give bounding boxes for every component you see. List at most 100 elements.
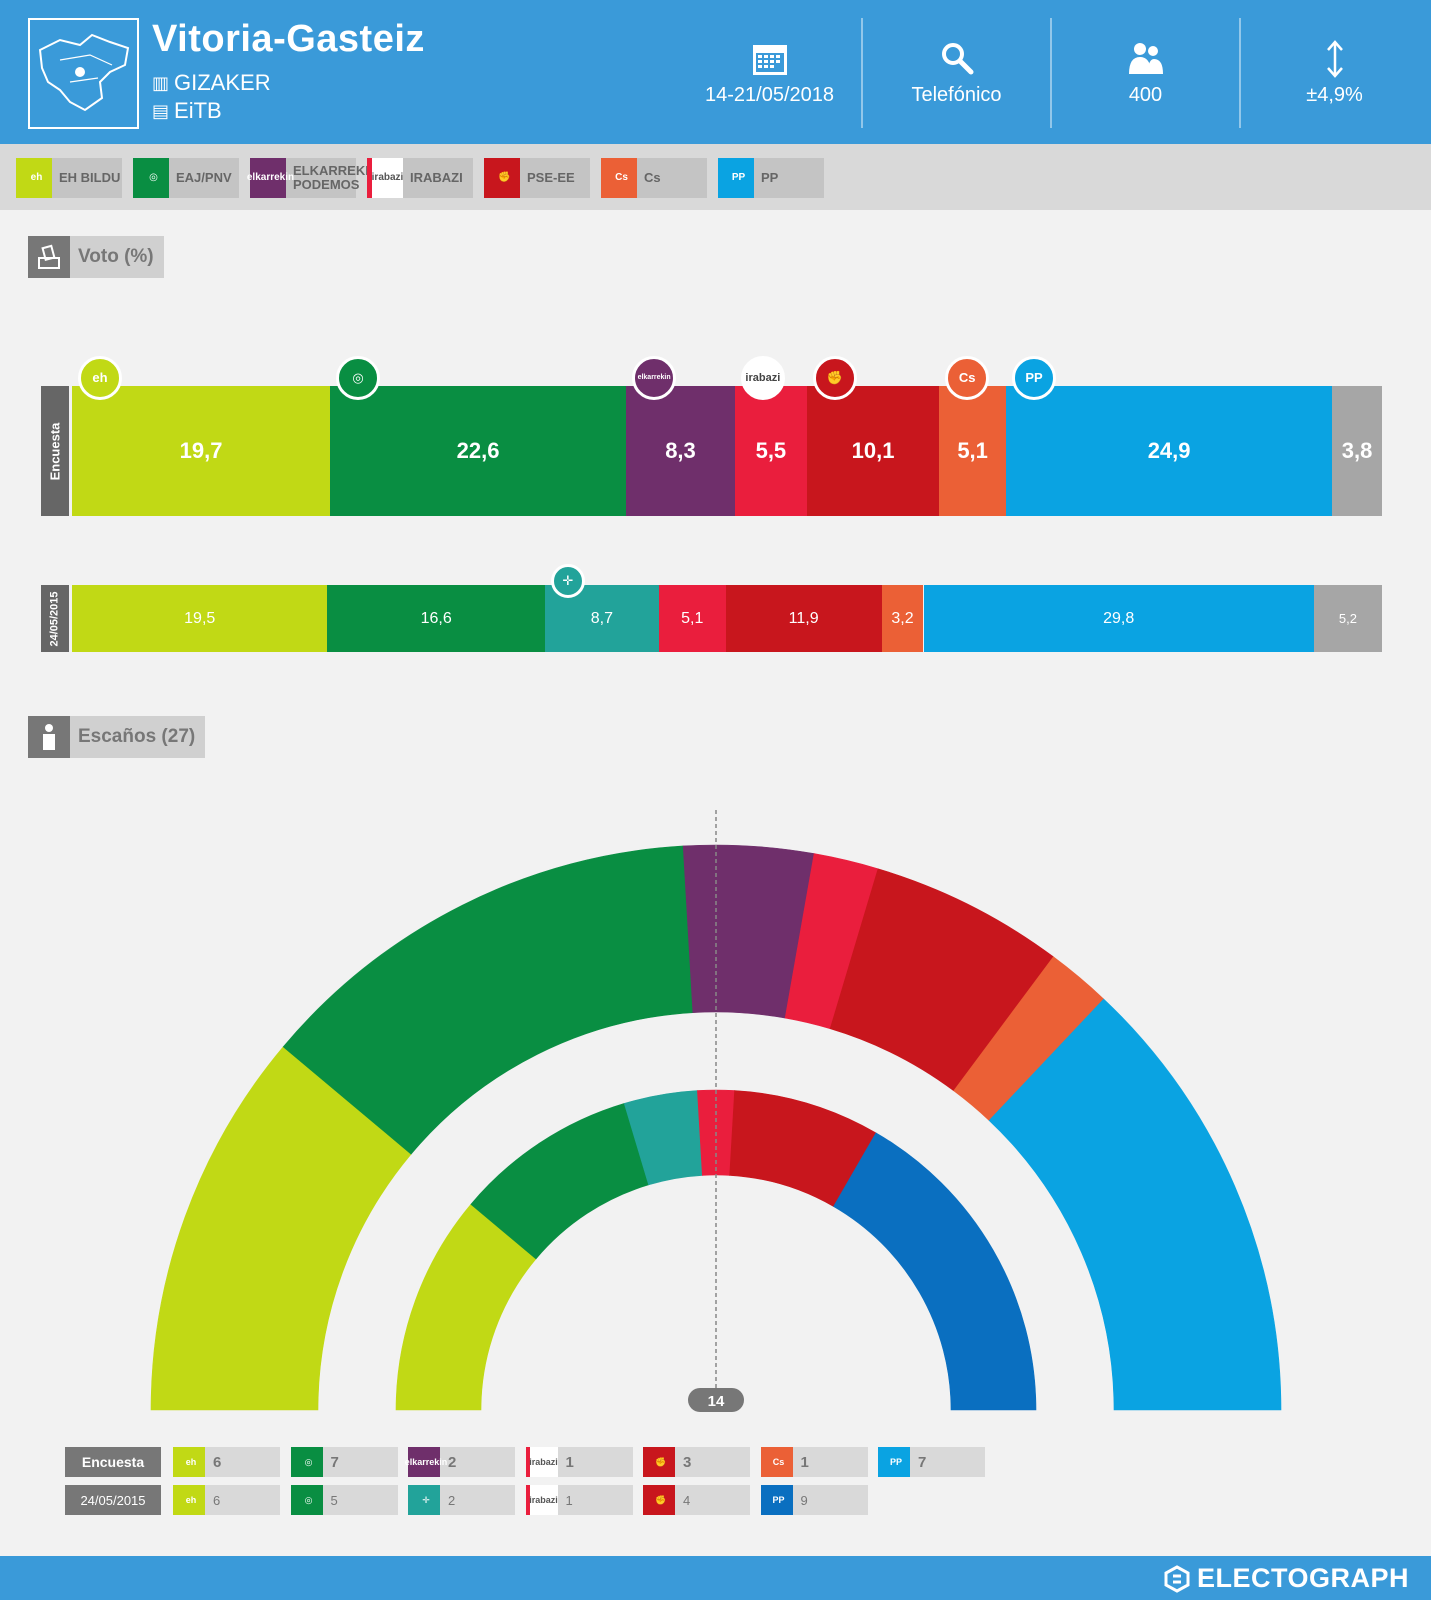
seat-cell-pp: PP 7 [878, 1447, 985, 1477]
legend-label: PSE-EE [527, 170, 575, 185]
eh-bildu-logo-icon: eh [173, 1485, 205, 1515]
row-label-previous: 24/05/2015 [41, 585, 69, 652]
brand: ELECTOGRAPH [1163, 1563, 1409, 1594]
seat-count: 7 [330, 1453, 339, 1471]
bar-segment-pp-survey: 24,9 [1006, 386, 1333, 516]
bar-segment-cs-survey: 5,1 [939, 386, 1007, 516]
bar-segment-pse-ee-survey: 10,1 [806, 386, 940, 516]
bar-segment-other-survey: 3,8 [1332, 386, 1382, 516]
vote-bar-previous: 19,5 16,6 8,7 5,1 11,9 3,2 29,8 5,2 [72, 585, 1382, 652]
divider [1239, 18, 1241, 128]
pse-ee-logo-icon: ✊ [643, 1447, 675, 1477]
legend-item-pnv: ◎ EAJ/PNV [133, 158, 239, 198]
elkarrekin-podemos-logo-icon: elkarrekin [405, 1447, 447, 1477]
seat-count: 2 [448, 1453, 457, 1471]
seat-cell-pse-ee: ✊ 4 [643, 1485, 750, 1515]
pp-logo-icon: PP [718, 158, 754, 198]
seat-cell-eh-bildu: eh 6 [173, 1447, 280, 1477]
hemicycle-eaj-pnv-survey [282, 845, 694, 1155]
ballot-box-icon [28, 236, 70, 278]
seat-count: 6 [213, 1453, 222, 1471]
psoe-logo-icon: ✊ [812, 356, 857, 400]
hemicycle-pp-survey [988, 998, 1282, 1411]
legend-item-irabazi: irabazi IRABAZI [367, 158, 473, 198]
people-icon [1053, 40, 1238, 76]
other-logo-icon: ✛ [408, 1485, 440, 1515]
bar-segment-eh-bildu-survey: 19,7 [72, 386, 331, 516]
newspaper-icon: ▤ [152, 100, 170, 121]
eaj-pnv-logo-icon: ◎ [290, 1447, 323, 1477]
podemos-logo-icon: elkarrekin [632, 356, 677, 400]
cs-logo-icon: Cs [601, 158, 637, 198]
stat-date-value: 14-21/05/2018 [704, 84, 834, 106]
legend-item-pp: PP PP [718, 158, 824, 198]
stat-error: ±4,9% [1242, 0, 1427, 144]
bar-segment-pp-2015: 29,8 [923, 585, 1314, 652]
irabazi-logo-icon: irabazi [367, 158, 403, 198]
eaj-pnv-logo-icon: ◎ [290, 1485, 323, 1515]
legend-label: IRABAZI [410, 170, 463, 185]
seat-count: 3 [683, 1453, 692, 1471]
map-icon [28, 18, 139, 129]
bar-segment-irabazi-2015: 5,1 [658, 585, 726, 652]
seat-table-previous: 24/05/2015 eh 6 ◎ 5 ✛ 2 irabazi 1 ✊ 4 PP 9 [65, 1485, 1065, 1515]
hemicycle-pp-2015 [833, 1132, 1037, 1411]
legend-item-bildu: eh EH BILDU [16, 158, 122, 198]
seat-cell-pse-ee: ✊ 3 [643, 1447, 750, 1477]
vote-section-header: Voto (%) [28, 236, 164, 278]
seat-count: 2 [448, 1492, 456, 1508]
seat-count: 7 [918, 1453, 927, 1471]
bar-segment-pse-ee-2015: 11,9 [725, 585, 882, 652]
teal-party-logo-icon: ✛ [550, 564, 585, 598]
building-icon: ▥ [152, 72, 170, 93]
pse-ee-logo-icon: ✊ [643, 1485, 675, 1515]
majority-label: 14 [708, 1393, 725, 1410]
pp-logo-icon: PP [1012, 356, 1057, 400]
bar-segment-eaj-pnv-survey: 22,6 [330, 386, 627, 516]
bar-segment-irabazi-survey: 5,5 [734, 386, 807, 516]
seat-cell-eh-bildu: eh 6 [173, 1485, 280, 1515]
seat-count: 6 [213, 1492, 221, 1508]
bar-segment-eh-bildu-2015: 19,5 [72, 585, 328, 652]
calendar-icon [677, 40, 862, 76]
legend-label: ELKARREKIN PODEMOS [293, 163, 379, 192]
irabazi-logo-icon: irabazi [525, 1447, 558, 1477]
bar-segment-elkarrekin-podemos-survey: 8,3 [626, 386, 735, 516]
brand-name: ELECTOGRAPH [1196, 1563, 1409, 1593]
seat-table-previous-label: 24/05/2015 [65, 1485, 161, 1515]
seat-count: 1 [565, 1492, 573, 1508]
seat-cell-irabazi: irabazi 1 [525, 1447, 633, 1477]
pp-logo-icon: PP [760, 1485, 793, 1515]
pnv-logo-icon: ◎ [336, 356, 381, 400]
legend-label: EAJ/PNV [176, 170, 232, 185]
pnv-logo-icon: ◎ [133, 158, 169, 198]
electograph-logo-icon [1164, 1564, 1190, 1593]
bar-segment-cs-2015: 3,2 [881, 585, 924, 652]
seat-count: 1 [565, 1453, 574, 1471]
divider [1050, 18, 1052, 128]
seat-count: 4 [683, 1492, 691, 1508]
party-legend: eh EH BILDU ◎ EAJ/PNV elkarrekin ELKARREKIN PO… [0, 144, 1431, 210]
seat-table-survey: Encuesta eh 6 ◎ 7 elkarrekin 2 irabazi 1 ✊ 3 Cs 1 PP… [65, 1447, 1065, 1477]
majority-badge [688, 1388, 744, 1412]
legend-item-psoe: ✊ PSE-EE [484, 158, 590, 198]
irabazi-logo-icon: irabazi [525, 1485, 558, 1515]
psoe-logo-icon: ✊ [484, 158, 520, 198]
legend-item-cs: Cs Cs [601, 158, 707, 198]
seat-cell-elkarrekin-podemos: elkarrekin 2 [405, 1447, 515, 1477]
legend-label: EH BILDU [59, 170, 121, 185]
seat-cell-other: ✛ 2 [408, 1485, 515, 1515]
vote-bar-survey: 19,7 22,6 8,3 5,5 10,1 5,1 24,9 3,8 [72, 386, 1382, 516]
seats-section-title: Escaños (27) [70, 716, 206, 758]
row-label-survey: Encuesta [41, 386, 69, 516]
legend-label: PP [761, 170, 779, 185]
stat-date: 14-21/05/2018 [677, 0, 862, 144]
seats-section-header: Escaños (27) [28, 716, 206, 758]
cs-logo-icon: Cs [945, 356, 990, 400]
city-title: Vitoria-Gasteiz [152, 18, 425, 60]
person-icon [28, 716, 70, 758]
stat-error-value: ±4,9% [1306, 84, 1363, 106]
vertical-arrows-icon [1242, 40, 1427, 78]
cs-logo-icon: Cs [760, 1447, 793, 1477]
legend-item-podemos: elkarrekin ELKARREKIN PODEMOS [247, 158, 378, 198]
